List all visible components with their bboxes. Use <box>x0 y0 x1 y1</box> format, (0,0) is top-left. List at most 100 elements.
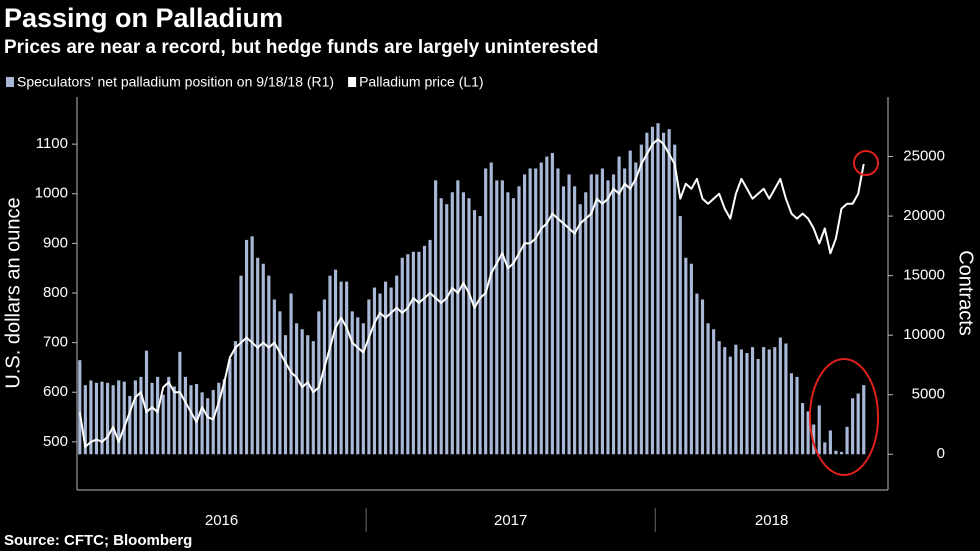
bar <box>217 382 221 455</box>
y-tick-label: 500 <box>43 433 68 450</box>
bar <box>384 281 388 455</box>
bar <box>706 323 710 455</box>
bar <box>817 405 821 455</box>
bar <box>139 376 143 455</box>
bar <box>445 204 449 455</box>
bar <box>801 403 805 455</box>
y2-tick-label: 20000 <box>903 207 945 224</box>
bar <box>367 299 371 455</box>
legend-swatch <box>348 77 357 87</box>
bar <box>200 392 204 455</box>
bar <box>506 192 510 455</box>
bar <box>834 450 838 455</box>
bar <box>361 323 365 455</box>
bar <box>406 254 410 455</box>
bar <box>256 257 260 455</box>
bar <box>778 337 782 455</box>
bar <box>250 236 254 455</box>
source: Source: CFTC; Bloomberg <box>4 532 192 549</box>
bar <box>78 360 82 455</box>
bar <box>478 216 482 455</box>
bar <box>845 426 849 455</box>
y2-tick-label: 0 <box>937 445 945 462</box>
bar <box>333 269 338 455</box>
y-tick-label: 900 <box>43 234 68 251</box>
bar <box>689 263 693 455</box>
bar <box>189 385 193 455</box>
bar <box>222 379 226 455</box>
bar <box>623 168 627 455</box>
bar <box>528 168 532 455</box>
bar <box>717 341 721 455</box>
bar <box>328 275 332 455</box>
chart-subtitle: Prices are near a record, but hedge fund… <box>4 37 598 58</box>
bar <box>617 156 621 455</box>
bar <box>239 275 243 455</box>
bar <box>589 174 593 455</box>
y2-axis-title: Contracts <box>955 250 977 336</box>
bar <box>545 156 549 455</box>
bar <box>517 186 521 455</box>
bar <box>345 281 349 455</box>
bar <box>389 287 393 455</box>
bar <box>450 192 454 455</box>
bar <box>673 144 677 455</box>
legend-label: Palladium price (L1) <box>359 74 484 90</box>
bar <box>283 335 288 455</box>
bar <box>411 251 415 455</box>
bar <box>645 132 649 455</box>
bar <box>111 385 115 455</box>
bar <box>851 398 855 455</box>
bar <box>211 389 215 455</box>
bar <box>117 380 121 455</box>
bar <box>628 150 632 455</box>
bar <box>656 123 660 455</box>
bar <box>167 376 171 455</box>
bar <box>289 293 293 455</box>
bar <box>795 376 799 455</box>
bar <box>784 343 788 455</box>
bar <box>467 198 471 455</box>
bar <box>245 239 249 455</box>
bar <box>606 180 610 455</box>
bar <box>495 180 499 455</box>
bar <box>762 347 766 455</box>
bar <box>161 394 165 455</box>
y-axis-title: U.S. dollars an ounce <box>2 197 24 388</box>
bar <box>511 198 516 455</box>
y-tick-label: 1000 <box>35 185 68 202</box>
bar <box>600 168 604 455</box>
bar <box>83 385 87 455</box>
bar <box>556 168 560 455</box>
bar <box>534 168 538 455</box>
y-tick-label: 800 <box>43 284 68 301</box>
bar <box>94 382 99 455</box>
y2-tick-label: 5000 <box>912 386 945 403</box>
bar <box>523 174 527 455</box>
legend-label: Speculators' net palladium position on 9… <box>17 74 334 90</box>
bar <box>573 186 577 455</box>
bar <box>439 198 443 455</box>
bar <box>489 162 493 455</box>
bar <box>484 168 488 455</box>
bar <box>823 442 827 455</box>
bar <box>156 376 160 455</box>
chart-title: Passing on Palladium <box>4 3 283 33</box>
plot <box>78 123 866 455</box>
y-tick-label: 600 <box>43 383 68 400</box>
bar <box>178 351 182 455</box>
bar <box>228 359 232 455</box>
bar <box>378 293 382 455</box>
highlight-circle <box>809 358 879 476</box>
bar <box>662 132 666 455</box>
bar <box>789 373 794 455</box>
bar <box>272 299 276 455</box>
bar <box>773 347 777 455</box>
bar <box>356 317 360 455</box>
bar <box>395 275 399 455</box>
bar <box>667 129 671 455</box>
x-tick-label: 2018 <box>755 512 788 529</box>
bar <box>100 381 104 455</box>
bar <box>400 257 404 455</box>
bar <box>144 350 149 455</box>
